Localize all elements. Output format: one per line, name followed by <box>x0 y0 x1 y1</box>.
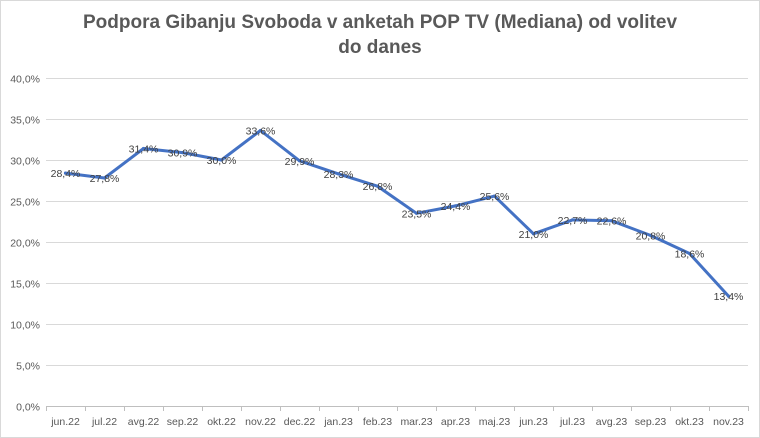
data-label: 20,8% <box>636 230 666 242</box>
data-label: 29,9% <box>285 156 315 168</box>
y-tick-label: 30,0% <box>10 156 40 168</box>
x-tick-label: jul.23 <box>559 416 585 428</box>
chart-title-line-1: Podpora Gibanju Svoboda v anketah POP TV… <box>82 12 678 33</box>
x-tick-label: jan.23 <box>323 416 353 428</box>
data-label: 30,9% <box>168 148 198 160</box>
data-point <box>726 294 731 298</box>
data-point <box>180 151 185 155</box>
y-tick-label: 10,0% <box>10 320 40 332</box>
data-point <box>63 171 68 175</box>
data-label: 22,6% <box>597 216 627 228</box>
x-tick-label: jun.23 <box>518 416 548 428</box>
x-tick-label: okt.23 <box>675 416 704 428</box>
data-point <box>141 146 146 151</box>
data-label: 21,0% <box>519 229 549 241</box>
y-tick-label: 35,0% <box>10 115 40 127</box>
data-label: 27,8% <box>90 173 120 185</box>
series-line <box>64 129 730 298</box>
y-tick-label: 5,0% <box>16 361 40 373</box>
y-tick-label: 15,0% <box>10 279 40 291</box>
data-label: 26,8% <box>363 181 393 193</box>
x-tick-label: sep.22 <box>167 416 199 428</box>
x-tick-label: apr.23 <box>441 416 470 428</box>
data-point <box>414 211 419 215</box>
chart-title: Podpora Gibanju Svoboda v anketah POP TV… <box>0 10 760 60</box>
x-axis: jun.22 jul.22 avg.22 sep.22 okt.22 nov.22 dec.… <box>46 406 749 428</box>
data-point <box>297 159 302 163</box>
x-tick-label: dec.22 <box>284 416 316 428</box>
data-label: 24,4% <box>441 201 471 213</box>
y-tick-label: 20,0% <box>10 238 40 250</box>
data-point <box>570 218 575 222</box>
x-tick-label: mar.23 <box>400 416 432 428</box>
y-axis: 0,0% 5,0% 10,0% 15,0% 20,0% 25,0% 30,0% 35,0% 40… <box>10 74 40 414</box>
data-point <box>219 158 224 162</box>
data-point <box>531 232 536 236</box>
data-label: 31,4% <box>129 144 159 156</box>
data-point <box>375 184 380 188</box>
x-tick-label: jul.22 <box>91 416 117 428</box>
data-point <box>687 251 692 256</box>
x-tick-label: nov.22 <box>245 416 276 428</box>
data-label: 28,4% <box>51 168 81 180</box>
data-label: 30,0% <box>207 155 237 167</box>
data-label: 13,4% <box>714 291 744 303</box>
gridlines <box>46 78 748 407</box>
y-tick-label: 40,0% <box>10 74 40 86</box>
data-label: 18,6% <box>675 248 705 260</box>
x-tick-label: sep.23 <box>635 416 667 428</box>
data-point <box>609 219 614 223</box>
y-tick-label: 0,0% <box>16 402 40 414</box>
data-point <box>453 204 458 208</box>
data-label: 25,6% <box>480 191 510 203</box>
data-label: 22,7% <box>558 215 588 227</box>
data-labels: 28,4% 27,8% 31,4% 30,9% 30,0% 33,6% 29,9% 28,3%… <box>51 125 744 303</box>
data-point <box>648 233 653 237</box>
data-point <box>258 128 263 133</box>
data-label: 28,3% <box>324 169 354 181</box>
series-line-group <box>63 128 731 298</box>
x-tick-label: jun.22 <box>50 416 80 428</box>
x-tick-label: okt.22 <box>207 416 236 428</box>
y-tick-label: 25,0% <box>10 197 40 209</box>
data-label: 23,5% <box>402 208 432 220</box>
x-tick-label: avg.23 <box>596 416 628 428</box>
data-point <box>492 194 497 198</box>
data-point <box>102 176 107 180</box>
x-tick-label: avg.22 <box>128 416 160 428</box>
x-tick-label: feb.23 <box>363 416 392 428</box>
x-tick-label: nov.23 <box>713 416 744 428</box>
data-label: 33,6% <box>246 125 276 137</box>
chart-title-line-2: do danes <box>338 37 422 58</box>
x-tick-label: maj.23 <box>479 416 511 428</box>
data-point <box>336 172 341 176</box>
